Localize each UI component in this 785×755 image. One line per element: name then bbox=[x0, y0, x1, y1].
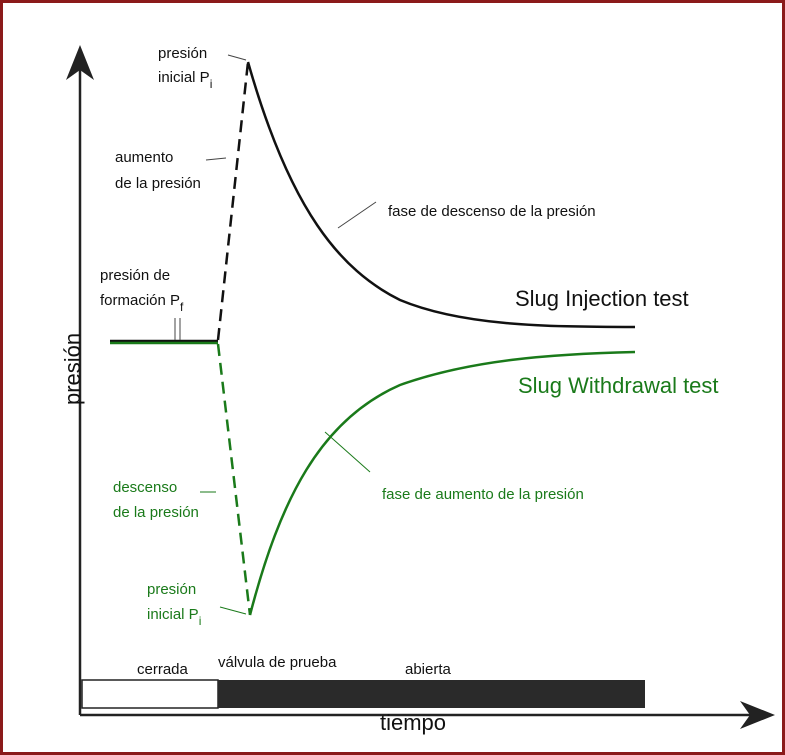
subscript: f bbox=[180, 300, 184, 314]
label: presión bbox=[147, 581, 196, 598]
open-bar bbox=[218, 680, 645, 708]
label: fase de descenso de la presión bbox=[388, 203, 596, 220]
label: inicial P bbox=[147, 606, 199, 623]
label: Slug Withdrawal test bbox=[518, 373, 719, 398]
label: Slug Injection test bbox=[515, 286, 689, 311]
label: presión de bbox=[100, 267, 170, 284]
subscript: i bbox=[199, 614, 202, 628]
closed-bar bbox=[81, 679, 219, 709]
label: inicial Pi bbox=[147, 606, 201, 628]
label: inicial P bbox=[158, 69, 210, 86]
subscript: i bbox=[210, 77, 213, 91]
axes bbox=[66, 45, 775, 729]
label: abierta bbox=[405, 661, 452, 678]
label: descenso bbox=[113, 479, 177, 496]
leaders bbox=[174, 54, 377, 615]
label: de la presión bbox=[115, 175, 201, 192]
label: presión bbox=[158, 45, 207, 62]
label: formación P bbox=[100, 292, 180, 309]
label: de la presión bbox=[113, 504, 199, 521]
label: aumento bbox=[115, 149, 173, 166]
y-axis-label: presión bbox=[60, 333, 85, 405]
label: formación Pf bbox=[100, 292, 184, 314]
label: fase de aumento de la presión bbox=[382, 486, 584, 503]
curves bbox=[110, 61, 636, 616]
x-axis-label: tiempo bbox=[380, 710, 446, 735]
label: cerrada bbox=[137, 661, 189, 678]
label: inicial Pi bbox=[158, 69, 212, 91]
label: válvula de prueba bbox=[218, 654, 337, 671]
